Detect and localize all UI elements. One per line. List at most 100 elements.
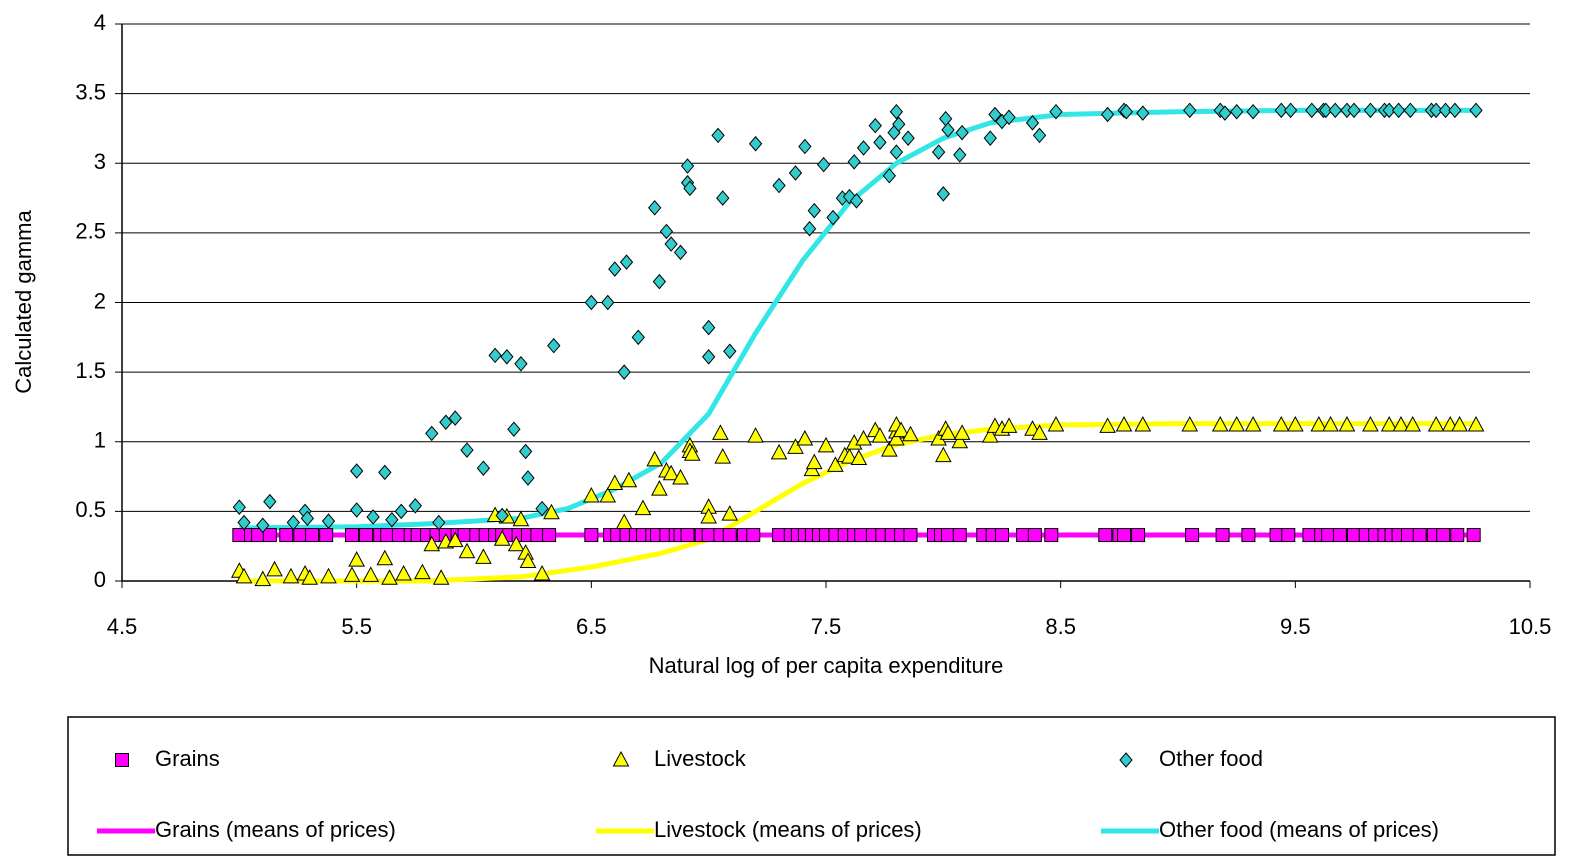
marker-triangle xyxy=(683,445,701,461)
series-line xyxy=(239,107,1477,531)
marker-diamond xyxy=(849,193,864,209)
marker-diamond xyxy=(953,147,967,163)
marker-diamond xyxy=(584,294,598,311)
marker-triangle xyxy=(1322,415,1339,432)
marker-triangle xyxy=(381,569,398,585)
marker-diamond xyxy=(889,144,904,160)
marker-square xyxy=(305,528,320,543)
marker-triangle xyxy=(855,429,872,446)
marker-square xyxy=(457,528,472,543)
marker-triangle xyxy=(475,548,492,564)
marker-square xyxy=(232,528,247,543)
marker-diamond xyxy=(263,493,277,510)
marker-square xyxy=(344,528,359,543)
marker-square xyxy=(952,528,967,543)
marker-square xyxy=(262,528,277,543)
marker-square xyxy=(1466,528,1481,543)
marker-diamond xyxy=(664,236,678,252)
marker-triangle xyxy=(423,535,441,552)
marker-triangle xyxy=(615,513,633,530)
marker-triangle xyxy=(395,564,412,581)
marker-triangle xyxy=(414,563,431,580)
marker-triangle xyxy=(841,448,858,464)
marker-diamond xyxy=(988,106,1002,123)
marker-diamond xyxy=(476,460,491,476)
marker-diamond xyxy=(432,514,446,531)
marker-triangle xyxy=(805,453,823,470)
y-tick-label: 4 xyxy=(94,10,106,35)
y-tick-label: 3 xyxy=(94,149,106,174)
marker-diamond xyxy=(673,244,688,261)
marker-triangle xyxy=(362,566,380,582)
marker-triangle xyxy=(343,566,361,582)
marker-diamond xyxy=(1319,102,1333,119)
marker-square xyxy=(722,528,737,543)
marker-triangle xyxy=(620,471,638,488)
marker-square xyxy=(1131,528,1146,543)
marker-diamond xyxy=(460,442,474,458)
marker-diamond xyxy=(1002,109,1016,126)
marker-triangle xyxy=(582,486,600,503)
marker-triangle xyxy=(747,427,764,443)
marker-triangle xyxy=(1228,415,1246,432)
marker-triangle xyxy=(1031,424,1048,440)
marker-square xyxy=(279,528,294,543)
x-tick-label: 10.5 xyxy=(1509,614,1552,639)
y-tick-label: 2.5 xyxy=(75,219,106,244)
legend-label: Grains (means of prices) xyxy=(155,817,396,842)
marker-diamond xyxy=(425,425,439,442)
x-tick-label: 9.5 xyxy=(1280,614,1311,639)
legend-label: Livestock xyxy=(654,746,747,771)
marker-triangle xyxy=(634,499,652,516)
marker-diamond xyxy=(1328,102,1342,119)
marker-triangle xyxy=(1286,415,1304,432)
marker-triangle xyxy=(662,464,680,481)
marker-triangle xyxy=(892,421,910,438)
marker-square xyxy=(1400,528,1415,543)
x-tick-label: 7.5 xyxy=(811,614,842,639)
marker-diamond xyxy=(408,498,422,514)
marker-diamond xyxy=(507,421,521,437)
marker-triangle xyxy=(1310,415,1328,432)
marker-diamond xyxy=(521,470,535,486)
legend-label: Other food (means of prices) xyxy=(1159,817,1439,842)
marker-triangle xyxy=(235,567,253,584)
marker-square xyxy=(293,528,308,543)
marker-square xyxy=(359,528,374,543)
marker-triangle xyxy=(712,424,729,440)
marker-square xyxy=(746,528,761,543)
marker-diamond xyxy=(631,329,645,346)
marker-triangle xyxy=(951,432,969,449)
marker-diamond xyxy=(939,110,953,127)
marker-triangle xyxy=(1380,415,1398,432)
marker-diamond xyxy=(500,349,514,365)
marker-diamond xyxy=(1230,103,1244,120)
marker-diamond xyxy=(1100,106,1115,123)
marker-triangle xyxy=(902,425,919,442)
marker-diamond xyxy=(350,463,364,479)
marker-square xyxy=(1215,528,1230,543)
marker-diamond xyxy=(439,414,453,431)
marker-diamond xyxy=(321,513,336,529)
marker-triangle xyxy=(770,443,788,460)
marker-square xyxy=(903,528,918,543)
y-tick-label: 0 xyxy=(94,567,106,592)
marker-triangle xyxy=(881,441,898,457)
marker-diamond xyxy=(232,499,246,515)
y-axis-title: Calculated gamma xyxy=(11,210,36,394)
marker-triangle xyxy=(934,446,952,463)
marker-triangle xyxy=(827,456,844,472)
marker-square xyxy=(1269,528,1284,543)
marker-triangle xyxy=(1047,415,1065,432)
marker-diamond xyxy=(711,127,725,144)
marker-triangle xyxy=(787,438,804,454)
marker-square xyxy=(701,528,716,543)
marker-triangle xyxy=(1099,417,1116,433)
marker-diamond xyxy=(683,180,697,197)
marker-square xyxy=(115,753,129,767)
marker-triangle xyxy=(533,564,551,581)
marker-triangle xyxy=(507,535,525,552)
marker-diamond xyxy=(448,410,462,426)
marker-triangle xyxy=(871,427,889,443)
marker-triangle xyxy=(888,429,905,446)
